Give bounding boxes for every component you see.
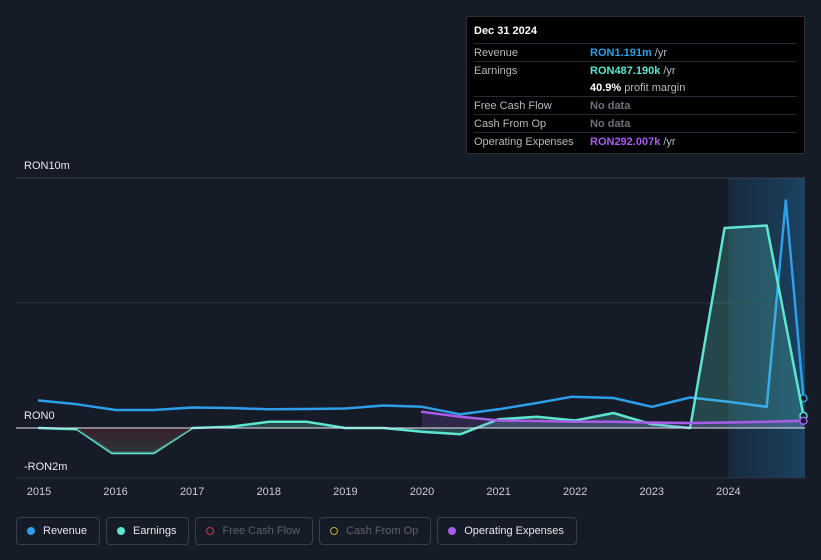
series-end-marker-operating-expenses	[799, 416, 808, 425]
x-tick-label: 2020	[410, 486, 434, 498]
data-tooltip: Dec 31 2024 Revenue RON1.191m/yr Earnings R…	[466, 16, 805, 154]
x-tick-label: 2021	[486, 486, 510, 498]
x-tick-label: 2022	[563, 486, 587, 498]
legend-item-cash-from-op[interactable]: Cash From Op	[319, 517, 432, 545]
tooltip-row: Free Cash Flow No data	[474, 96, 797, 114]
x-tick-label: 2016	[103, 486, 127, 498]
series-line-revenue	[37, 199, 805, 416]
tooltip-row-label: Cash From Op	[474, 117, 547, 130]
legend-dot-icon	[330, 527, 339, 535]
tooltip-row-value: No data	[590, 99, 631, 112]
legend-label: Earnings	[133, 525, 177, 537]
tooltip-row-value: RON1.191m	[590, 46, 652, 59]
tooltip-row-label: Revenue	[474, 46, 519, 59]
legend-label: Cash From Op	[346, 525, 419, 537]
legend-item-earnings[interactable]: Earnings	[106, 517, 190, 545]
tooltip-row-value: 40.9%	[590, 81, 622, 94]
legend-item-operating-expenses[interactable]: Operating Expenses	[437, 517, 577, 545]
tooltip-row-unit: /yr	[654, 46, 667, 59]
tooltip-row-value: No data	[590, 117, 631, 130]
y-axis-label-zero: RON0	[24, 410, 55, 422]
x-tick-label: 2023	[640, 486, 664, 498]
x-tick-label: 2019	[333, 486, 357, 498]
y-axis-label-top: RON10m	[24, 160, 70, 172]
tooltip-row-label: Earnings	[474, 64, 518, 77]
legend-dot-icon	[448, 527, 457, 535]
tooltip-row: Cash From Op No data	[474, 114, 797, 132]
series-area-earnings	[39, 225, 804, 453]
series-line-operating-expenses	[420, 410, 805, 425]
series-line-earnings	[37, 224, 805, 455]
tooltip-row-value: RON487.190k	[590, 64, 661, 77]
tooltip-row-unit: profit margin	[624, 81, 686, 94]
tooltip-row-label: Free Cash Flow	[474, 99, 552, 112]
tooltip-row-unit: /yr	[663, 64, 676, 77]
tooltip-date: Dec 31 2024	[474, 25, 537, 37]
legend-dot-icon	[27, 527, 35, 535]
tooltip-row: Earnings RON487.190k/yr	[474, 61, 797, 79]
tooltip-row-label: Operating Expenses	[474, 135, 574, 148]
x-tick-label: 2024	[716, 486, 740, 498]
chart-legend: Revenue Earnings Free Cash Flow Cash From O…	[16, 517, 577, 545]
x-tick-label: 2017	[180, 486, 204, 498]
legend-item-revenue[interactable]: Revenue	[16, 517, 101, 545]
tooltip-row: Revenue RON1.191m/yr	[474, 43, 797, 61]
tooltip-row-value: RON292.007k	[590, 135, 661, 148]
legend-dot-icon	[117, 527, 126, 535]
x-tick-label: 2018	[257, 486, 281, 498]
y-axis-label-bottom: -RON2m	[24, 461, 67, 473]
tooltip-row-unit: /yr	[663, 135, 676, 148]
x-tick-label: 2015	[27, 486, 51, 498]
legend-dot-icon	[206, 527, 215, 535]
legend-label: Revenue	[43, 525, 88, 537]
legend-label: Free Cash Flow	[222, 525, 301, 537]
legend-item-free-cash-flow[interactable]: Free Cash Flow	[195, 517, 314, 545]
tooltip-row: 40.9% profit margin	[474, 79, 797, 96]
earnings-negative-area	[77, 428, 193, 453]
tooltip-row: Operating Expenses RON292.007k/yr	[474, 132, 797, 150]
legend-label: Operating Expenses	[464, 525, 564, 537]
